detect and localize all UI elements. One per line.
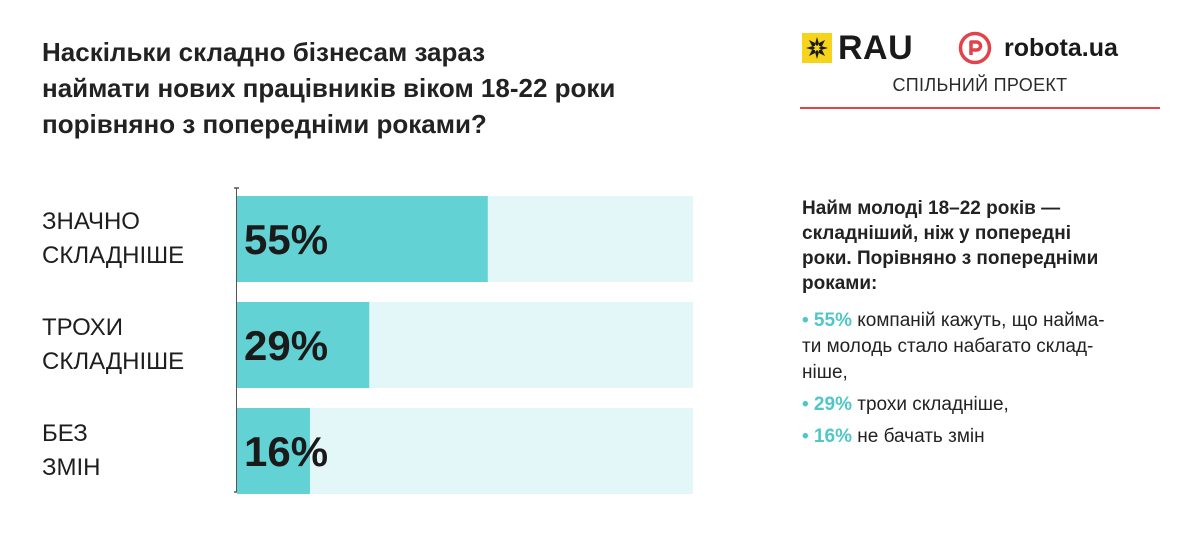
summary-point: • 16% не бачать змін (802, 424, 1182, 450)
category-label-line: СКЛАДНІШЕ (42, 242, 185, 269)
rau-star-icon (802, 33, 832, 63)
partner-logos: RAU robota.ua СПІЛЬНИЙ ПРОЕКТ (800, 22, 1160, 112)
category-label-line: СКЛАДНІШЕ (42, 348, 185, 375)
category-label: ТРОХИ СКЛАДНІШЕ (42, 311, 222, 379)
robota-wordmark: robota.ua (1004, 33, 1118, 62)
point-text: трохи складніше, (851, 394, 1009, 415)
bar-value-label: 29% (244, 322, 328, 369)
bar-chart: 55% 29% 16% (234, 187, 693, 494)
summary-point: • 29% трохи складніше, (802, 392, 1182, 418)
summary-points: • 55% компаній кажуть, що найма- ти моло… (802, 308, 1182, 450)
point-text: не бачать змін (851, 426, 985, 447)
category-label-line: ЗНАЧНО (42, 208, 140, 235)
divider (800, 107, 1160, 109)
bar (237, 408, 310, 494)
title-line: порівняно з попередніми роками? (42, 109, 487, 139)
bar-value-label: 16% (244, 428, 328, 475)
rau-logo: RAU (802, 28, 913, 68)
bar-value-label: 55% (244, 216, 328, 263)
summary-heading-line: роками: (802, 273, 878, 294)
bar-track (237, 408, 693, 494)
robota-r-icon (958, 31, 992, 65)
summary-point: • 55% компаній кажуть, що найма- ти моло… (802, 308, 1182, 386)
summary-heading: Найм молоді 18–22 років — складніший, ні… (802, 196, 1182, 296)
category-label-line: БЕЗ (42, 420, 88, 447)
bars-group: 55% 29% 16% (237, 196, 693, 494)
summary-panel: Найм молоді 18–22 років — складніший, ні… (802, 196, 1182, 456)
rau-wordmark: RAU (838, 28, 914, 67)
summary-heading-line: Найм молоді 18–22 років — (802, 198, 1061, 219)
point-percent: • 16% (802, 426, 852, 447)
title-line: наймати нових працівників віком 18-22 ро… (42, 73, 616, 103)
bar (237, 196, 488, 282)
point-text: ніше, (802, 362, 848, 383)
category-label-line: ЗМІН (42, 454, 101, 481)
summary-heading-line: складніший, ніж у попередні (802, 223, 1071, 244)
point-percent: • 29% (802, 394, 852, 415)
summary-heading-line: роки. Порівняно з попередніми (802, 248, 1099, 269)
title-line: Наскільки складно бізнесам зараз (42, 37, 486, 67)
robota-logo: robota.ua (958, 28, 1118, 68)
point-text: компаній кажуть, що найма- (851, 310, 1105, 331)
chart-title: Наскільки складно бізнесам зараз наймати… (42, 34, 762, 142)
category-label: БЕЗ ЗМІН (42, 417, 222, 485)
point-text: ти молодь стало набагато склад- (802, 336, 1094, 357)
point-percent: • 55% (802, 310, 852, 331)
category-label-line: ТРОХИ (42, 314, 123, 341)
category-label: ЗНАЧНО СКЛАДНІШЕ (42, 205, 222, 273)
bar (237, 302, 370, 388)
joint-project-label: СПІЛЬНИЙ ПРОЕКТ (892, 75, 1068, 95)
